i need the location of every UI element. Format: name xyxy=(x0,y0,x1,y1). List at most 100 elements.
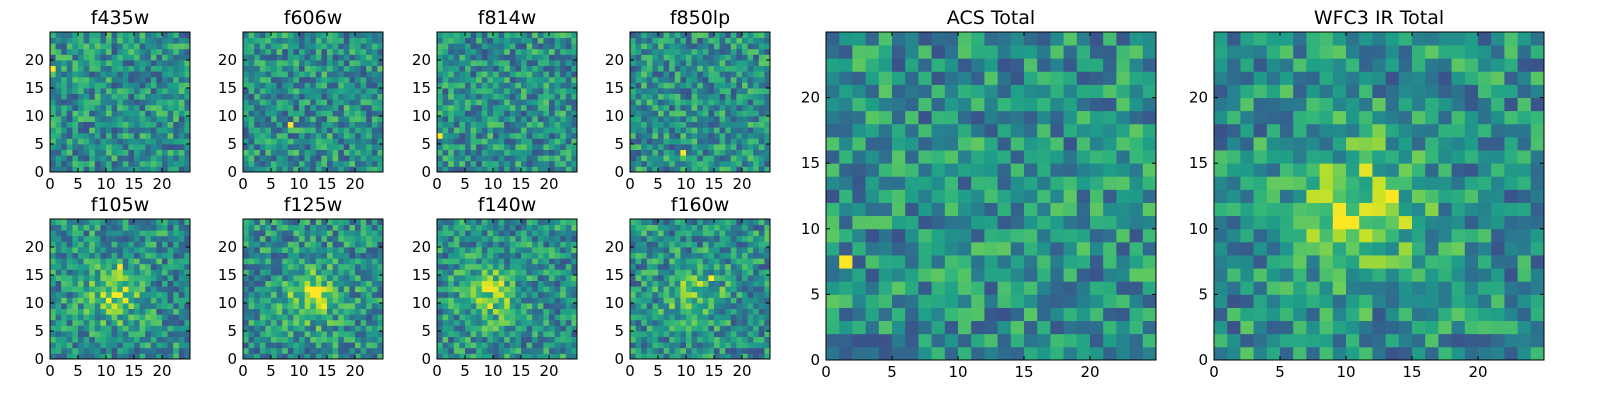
heatmap-cell xyxy=(565,241,572,248)
heatmap-cell xyxy=(122,308,129,315)
heatmap-cell xyxy=(134,319,140,326)
heatmap-cell xyxy=(111,60,118,66)
heatmap-cell xyxy=(663,286,670,293)
heatmap-cell xyxy=(315,155,322,162)
heatmap-cell xyxy=(476,258,483,265)
heatmap-cell xyxy=(117,132,124,139)
heatmap-cell xyxy=(178,347,185,354)
heatmap-cell xyxy=(276,160,283,167)
heatmap-cell xyxy=(498,308,505,315)
heatmap-cell xyxy=(122,319,129,326)
heatmap-cell xyxy=(139,291,146,298)
heatmap-cell xyxy=(543,71,550,78)
heatmap-cell xyxy=(248,82,255,89)
heatmap-cell xyxy=(543,104,550,111)
heatmap-cell xyxy=(72,308,79,315)
heatmap-cell xyxy=(742,138,748,145)
heatmap-cell xyxy=(83,71,90,78)
heatmap-cell xyxy=(725,275,732,281)
heatmap-cell xyxy=(94,54,101,61)
heatmap-cell xyxy=(100,144,107,150)
heatmap-cell xyxy=(128,252,135,259)
heatmap-cell xyxy=(265,269,272,276)
heatmap-cell xyxy=(669,269,676,276)
heatmap-cell xyxy=(293,252,300,259)
heatmap-cell xyxy=(349,235,356,242)
heatmap-cell xyxy=(459,76,466,83)
heatmap-cell xyxy=(117,308,124,315)
heatmap-cell xyxy=(371,60,378,66)
heatmap-cell xyxy=(167,219,174,225)
heatmap-cell xyxy=(526,224,533,231)
heatmap-cell xyxy=(554,235,561,242)
heatmap-cell xyxy=(304,71,311,78)
heatmap-cell xyxy=(725,286,732,293)
heatmap-cell xyxy=(537,43,544,50)
heatmap-cell xyxy=(377,71,384,78)
y-tick-label: 15 xyxy=(412,79,431,97)
heatmap-cell xyxy=(453,325,460,332)
heatmap-cell xyxy=(173,99,180,106)
heatmap-cell xyxy=(265,65,272,72)
heatmap-cell xyxy=(543,166,550,173)
heatmap-cell xyxy=(753,149,760,156)
heatmap-cell xyxy=(504,93,511,100)
heatmap-cell xyxy=(663,116,670,122)
heatmap-cell xyxy=(719,347,726,354)
heatmap-cell xyxy=(243,32,249,38)
heatmap-cell xyxy=(265,76,272,83)
heatmap-cell xyxy=(343,241,350,248)
heatmap-cell xyxy=(459,104,466,111)
heatmap-cell xyxy=(184,32,191,38)
heatmap-cell xyxy=(504,166,511,173)
heatmap-cell xyxy=(377,252,384,259)
heatmap-cell xyxy=(521,88,527,94)
heatmap-cell xyxy=(117,252,124,259)
heatmap-cell xyxy=(315,336,322,343)
heatmap-cell xyxy=(635,132,642,139)
heatmap-cell xyxy=(680,93,687,100)
heatmap-cell xyxy=(83,144,90,150)
heatmap-cell xyxy=(343,116,350,122)
heatmap-cell xyxy=(560,104,567,111)
heatmap-cell xyxy=(377,127,384,134)
heatmap-cell xyxy=(669,297,676,304)
heatmap-cell xyxy=(310,308,317,315)
heatmap-cell xyxy=(89,308,96,315)
heatmap-cell xyxy=(156,258,163,265)
heatmap-cell xyxy=(641,291,648,298)
heatmap-cell xyxy=(764,93,771,100)
heatmap-cell xyxy=(697,342,704,349)
heatmap-cell xyxy=(128,127,135,134)
heatmap-cell xyxy=(145,121,152,128)
heatmap-cell xyxy=(271,263,277,270)
heatmap-cell xyxy=(360,93,367,100)
heatmap-cell xyxy=(167,336,174,343)
heatmap-cell xyxy=(691,319,698,326)
heatmap-cell xyxy=(128,149,135,156)
heatmap-cell xyxy=(259,319,266,326)
heatmap-cell xyxy=(476,32,483,38)
heatmap-cell xyxy=(150,88,157,94)
heatmap-cell xyxy=(448,291,455,298)
heatmap-cell xyxy=(437,132,443,139)
heatmap-cell xyxy=(117,247,124,253)
heatmap-cell xyxy=(355,116,361,122)
heatmap-cell xyxy=(509,65,516,72)
heatmap-cell xyxy=(360,347,367,354)
heatmap-cell xyxy=(504,48,511,55)
heatmap-cell xyxy=(122,280,129,287)
heatmap-cell xyxy=(680,353,687,360)
heatmap-cell xyxy=(537,155,544,162)
heatmap-cell xyxy=(145,241,152,248)
heatmap-cell xyxy=(271,252,277,259)
heatmap-cell xyxy=(652,336,659,343)
heatmap-cell xyxy=(498,342,505,349)
heatmap-cell xyxy=(327,104,333,111)
heatmap-cell xyxy=(549,331,555,337)
heatmap-cell xyxy=(465,314,471,321)
heatmap-cell xyxy=(674,149,681,156)
heatmap-cell xyxy=(377,110,384,117)
heatmap-cell xyxy=(72,76,79,83)
heatmap-cell xyxy=(669,275,676,281)
